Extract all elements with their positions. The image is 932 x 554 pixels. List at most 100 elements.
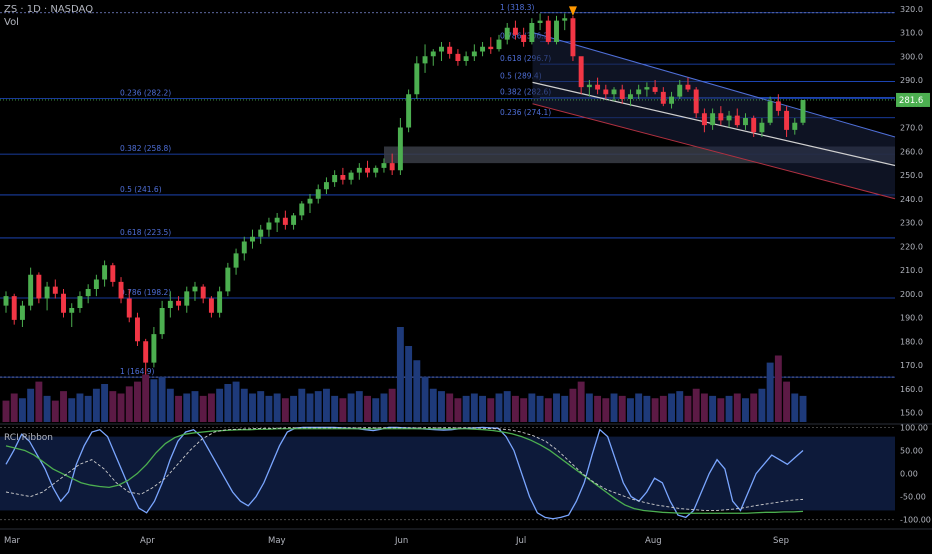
candle-body [463, 56, 469, 61]
time-axis-label: Aug [645, 536, 662, 546]
candle-body [767, 101, 773, 123]
candle-body [496, 39, 502, 50]
volume-bar [561, 395, 569, 422]
volume-bar [183, 393, 191, 422]
candle-body [611, 89, 617, 95]
volume-bar [676, 391, 684, 422]
price-axis-tick: 270.0 [900, 124, 923, 133]
candle-body [545, 20, 551, 42]
candle-body [636, 89, 642, 95]
volume-bar [388, 388, 396, 422]
candle-body [652, 87, 658, 92]
candle-body [233, 253, 239, 268]
volume-bar [413, 360, 421, 422]
volume-bar [142, 374, 150, 422]
candle-body [562, 18, 568, 21]
candle-body [340, 175, 346, 180]
volume-bar [774, 355, 782, 422]
symbol-line: ZS · 1D · NASDAQ [4, 4, 94, 15]
fib-label-left: 1 (164.9) [120, 367, 155, 376]
volume-bar [175, 395, 182, 422]
indicator-title: RCI Ribbon [4, 433, 53, 443]
candle-body [258, 229, 264, 237]
volume-bar [709, 395, 717, 422]
volume-bar [692, 388, 700, 422]
candle-body [734, 115, 740, 126]
candle-body [718, 113, 724, 121]
volume-bar [585, 393, 593, 422]
candle-body [414, 63, 420, 95]
volume-bar [134, 381, 141, 422]
candle-body [521, 34, 527, 42]
candle-body [619, 89, 625, 99]
fib-label-right: 1 (318.3) [500, 3, 535, 12]
candle-body [19, 305, 25, 320]
volume-bar [92, 388, 100, 422]
volume-bar [536, 395, 544, 422]
volume-bar [470, 393, 478, 422]
volume-bar [487, 398, 495, 422]
time-axis-label: Mar [4, 536, 21, 546]
volume-bar [438, 391, 445, 422]
price-axis-tick: 200.0 [900, 290, 923, 299]
volume-bar [446, 393, 454, 422]
volume-bar [495, 393, 503, 422]
candle-body [751, 118, 757, 133]
candle-body [241, 241, 247, 254]
volume-bar [51, 400, 59, 422]
candle-body [356, 167, 362, 173]
volume-bar [249, 393, 256, 422]
fib-label-left: 0.236 (282.2) [120, 89, 171, 98]
rci-axis-tick: 0.00 [900, 470, 918, 479]
volume-bar [125, 386, 133, 422]
fib-label-left: 0.382 (258.8) [120, 144, 171, 153]
time-axis-label: May [268, 536, 286, 546]
price-axis-tick: 290.0 [900, 76, 923, 85]
volume-bar [355, 391, 363, 422]
volume-bar [76, 393, 84, 422]
candle-body [102, 265, 108, 280]
time-axis-label: Jun [394, 536, 408, 546]
candle-body [348, 172, 354, 180]
price-axis-tick: 320.0 [900, 5, 923, 14]
volume-bar [265, 395, 273, 422]
volume-bar [372, 398, 380, 422]
candle-body [529, 23, 535, 42]
candle-body [52, 286, 58, 294]
volume-bar [306, 393, 314, 422]
volume-bar [281, 398, 289, 422]
candle-body [44, 286, 50, 299]
rci-axis-tick: -50.00 [900, 493, 926, 502]
last-price-tag [896, 92, 930, 107]
volume-bar [577, 381, 585, 422]
volume-bar [643, 395, 651, 422]
candle-body [677, 84, 683, 97]
candle-body [669, 96, 675, 104]
candle-body [512, 27, 518, 35]
candle-body [93, 279, 99, 289]
price-axis-tick: 220.0 [900, 242, 923, 251]
fib-label-left: 0.786 (198.2) [120, 288, 171, 297]
fib-label-left: 0.618 (223.5) [120, 228, 171, 237]
price-axis-tick: 300.0 [900, 52, 923, 61]
candle-body [134, 317, 140, 342]
volume-bar [117, 393, 125, 422]
volume-bar [627, 398, 634, 422]
volume-bar [290, 395, 298, 422]
candle-body [315, 189, 321, 199]
candle-body [250, 236, 255, 242]
candle-body [200, 286, 206, 299]
candle-body [192, 286, 198, 292]
candle-body [184, 291, 190, 306]
volume-bar [799, 395, 807, 422]
volume-bar [791, 393, 799, 422]
volume-bar [766, 362, 774, 422]
volume-bar [35, 381, 43, 422]
volume-bar [602, 398, 610, 422]
candle-body [365, 167, 370, 173]
volume-bar [60, 391, 67, 422]
candle-body [800, 99, 806, 123]
candle-body [291, 215, 297, 225]
